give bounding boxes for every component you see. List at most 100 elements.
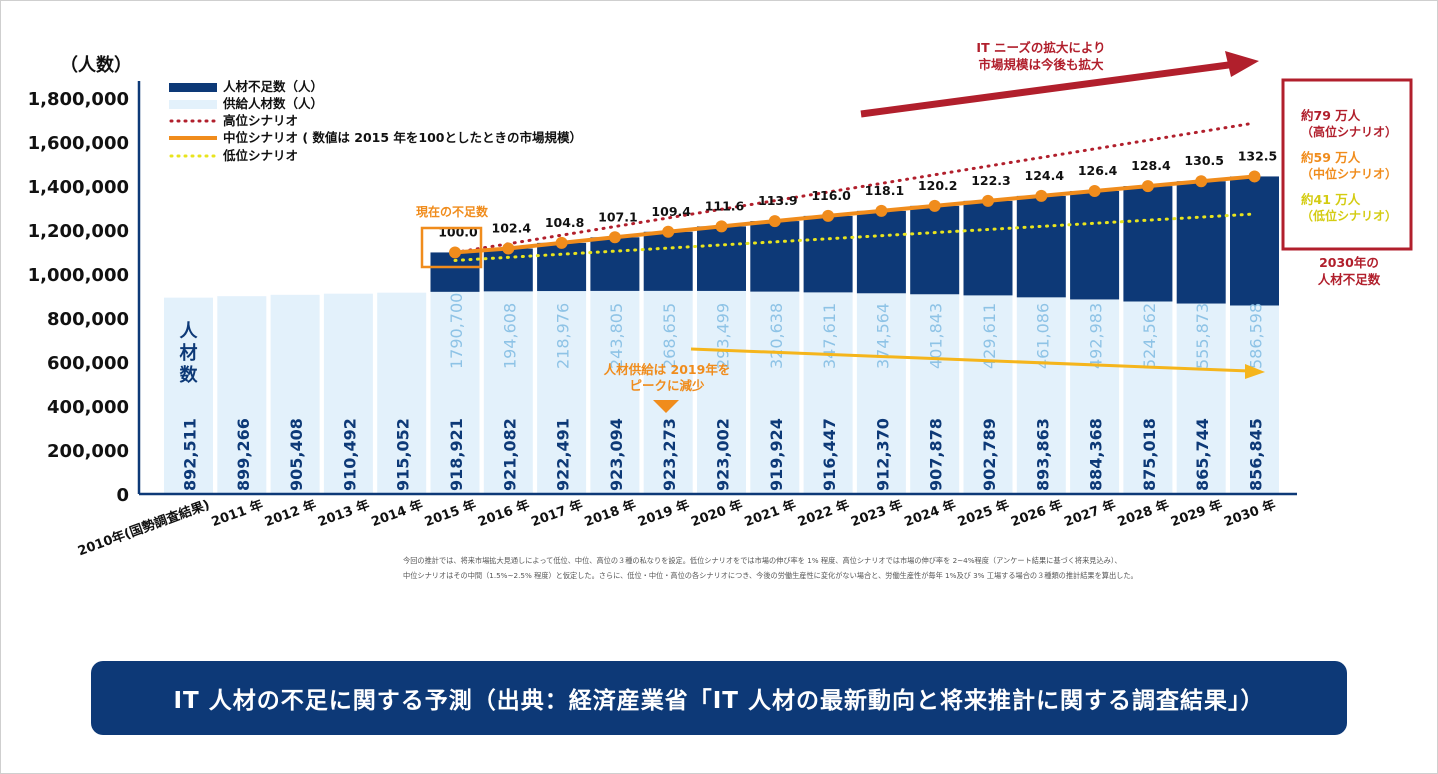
supply-value-label: 912,370 (873, 418, 892, 491)
supply-value-label: 923,094 (607, 418, 626, 491)
shortage-value-label: 401,843 (927, 303, 946, 369)
vertical-bar-label: 材 (180, 342, 198, 364)
high-scenario-line (453, 121, 1256, 254)
mid-index-label: 118.1 (865, 183, 905, 198)
legend-swatch-supply (169, 100, 217, 109)
supply-value-label: 865,744 (1193, 418, 1212, 491)
market-arrow-head (1225, 51, 1259, 77)
supply-bar (963, 295, 1013, 494)
y-tick-label: 1,000,000 (28, 265, 129, 286)
x-tick-label: 2014 年 (369, 497, 425, 530)
box-mid-label: （中位シナリオ） (1301, 166, 1397, 181)
legend-swatch-shortage (169, 83, 217, 92)
x-tick-label: 2028 年 (1115, 497, 1171, 530)
y-tick-label: 1,800,000 (28, 89, 129, 110)
shortage-bar (1230, 176, 1279, 306)
supply-bar (856, 293, 906, 494)
mid-index-label: 122.3 (971, 173, 1011, 188)
mid-scenario-point (822, 209, 835, 222)
legend-label: 低位シナリオ (222, 148, 298, 163)
mid-index-label: 128.4 (1131, 158, 1171, 173)
mid-index-label: 107.1 (598, 209, 638, 224)
shortage-bar (1176, 181, 1226, 304)
shortage-value-label: 461,086 (1033, 303, 1052, 369)
mid-index-label: 109.4 (651, 204, 691, 219)
y-tick-label: 600,000 (47, 353, 129, 374)
supply-arrow-shaft (690, 347, 1250, 373)
chart-canvas: （人数） 0 200,000 400,000 600,000 800,000 1,000,0… (28, 40, 1413, 560)
mid-index-label: 116.0 (811, 188, 851, 203)
x-tick-label: 2010年(国勢調査結果) (76, 497, 212, 560)
vertical-bar-label: 数 (180, 364, 199, 386)
supply-value-label: 923,002 (714, 418, 733, 491)
supply-value-label: 923,273 (660, 418, 679, 491)
x-tick-label: 2012 年 (263, 497, 319, 530)
supply-bar (1230, 305, 1279, 494)
shortage-value-label: 374,564 (873, 303, 892, 369)
mid-index-label: 104.8 (545, 215, 585, 230)
shortage-bar (963, 200, 1013, 296)
shortage-bar (750, 221, 800, 292)
caption-text: IT 人材の不足に関する予測（出典：経済産業省「IT 人材の最新動向と将来推計に… (173, 688, 1265, 714)
box-mid-value: 約59 万人 (1301, 150, 1361, 165)
y-tick-label: 1,400,000 (28, 177, 129, 198)
x-tick-label: 2030 年 (1222, 497, 1278, 530)
shortage-value-label: 492,983 (1087, 303, 1106, 369)
mid-scenario-point (928, 199, 941, 212)
mid-scenario-point (982, 194, 994, 207)
shortage-value-label: 320,638 (767, 303, 786, 369)
shortage-bar (537, 242, 587, 292)
supply-bar (750, 291, 800, 494)
shortage-value-label: 429,611 (980, 303, 999, 369)
shortage-value-label: 1790,700 (447, 293, 466, 369)
market-arrow-shaft (860, 60, 1237, 118)
low-scenario-line (453, 212, 1256, 262)
shortage-value-label: 243,805 (607, 303, 626, 369)
footnote-line-2: 中位シナリオはその中間（1.5%~2.5% 程度）と仮定した。さらに、低位・中位… (403, 571, 1138, 580)
supply-bar (1016, 297, 1066, 494)
mid-index-label: 126.4 (1078, 163, 1118, 178)
mid-index-label: 100.0 (438, 224, 478, 239)
y-tick-label: 1,200,000 (28, 221, 129, 242)
market-note-line-2: 市場規模は今後も拡大 (978, 57, 1104, 72)
x-tick-label: 2026 年 (1009, 497, 1065, 530)
supply-bar (430, 291, 480, 494)
shortage-bar (910, 205, 960, 295)
mid-scenario-point (662, 225, 675, 238)
supply-value-label: 884,368 (1087, 418, 1106, 491)
supply-bar (217, 296, 267, 494)
mid-scenario-line (454, 174, 1255, 255)
supply-value-label: 892,511 (181, 418, 200, 491)
supply-arrow-head (1245, 364, 1265, 379)
vertical-bar-label: 人 (180, 321, 199, 342)
legend-label: 供給人材数（人） (222, 96, 323, 111)
supply-value-label: 916,447 (820, 418, 839, 491)
supply-note-line-1: 人材供給は 2019年を (604, 362, 731, 377)
shortage-bar (1070, 190, 1120, 300)
supply-value-label: 910,492 (340, 418, 359, 491)
mid-scenario-point (502, 242, 515, 255)
y-tick-label: 400,000 (47, 397, 129, 418)
y-tick-label: 1,600,000 (28, 133, 129, 154)
shortage-value-label: 524,562 (1140, 303, 1159, 369)
box-caption-line-2: 人材不足数 (1318, 272, 1381, 287)
mid-scenario-point (555, 236, 568, 249)
mid-index-label: 102.4 (492, 221, 532, 236)
box-low-value: 約41 万人 (1301, 192, 1361, 207)
supply-value-label: 907,878 (927, 418, 946, 491)
y-axis-title: （人数） (60, 54, 132, 76)
mid-scenario-point (1088, 184, 1101, 197)
x-tick-label: 2018 年 (582, 497, 638, 530)
shortage-value-label: 293,499 (714, 303, 733, 369)
legend-label: 高位シナリオ (223, 113, 298, 128)
supply-bar (1123, 301, 1173, 494)
supply-bar (697, 290, 746, 494)
supply-bar (323, 293, 373, 494)
supply-bar (910, 294, 960, 494)
y-tick-label: 0 (116, 485, 129, 506)
shortage-value-label: 194,608 (500, 303, 519, 369)
x-tick-label: 2017 年 (529, 497, 585, 530)
mid-scenario-point (1035, 189, 1048, 202)
